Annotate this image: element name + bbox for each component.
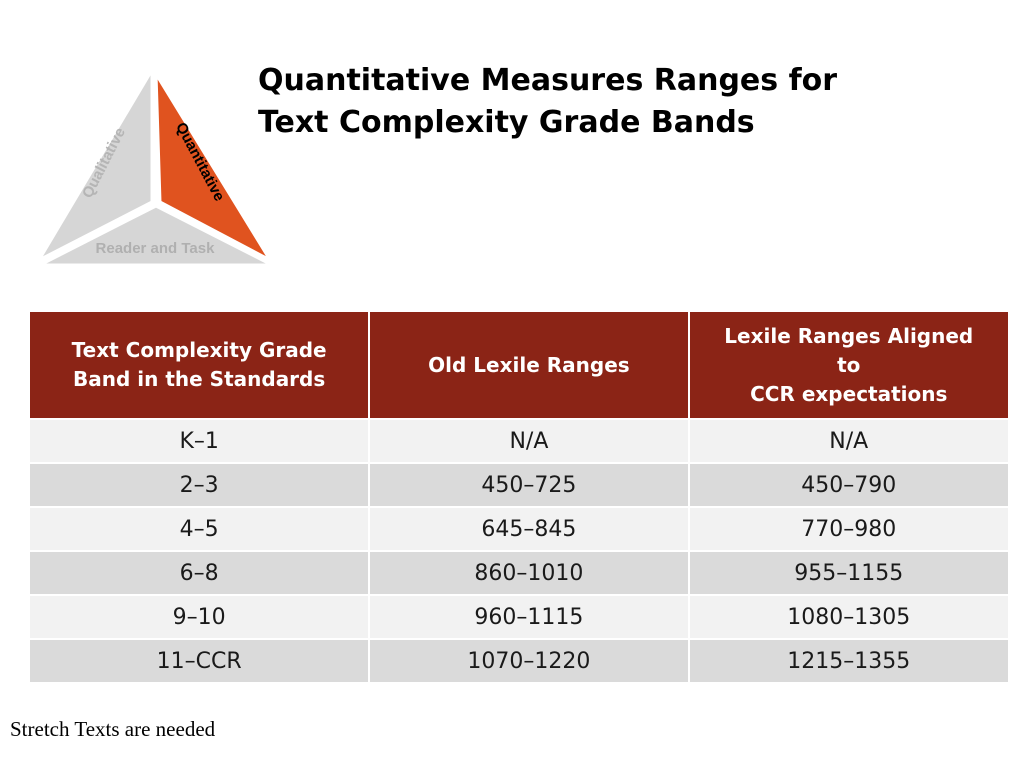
ccr-lexile-cell: 1080–1305: [687, 594, 1011, 640]
page-title: Quantitative Measures Ranges for Text Co…: [258, 60, 998, 144]
triangle-logo-graphic: Qualitative Quantitative Reader and Task: [35, 64, 275, 267]
lexile-ranges-table: Text Complexity Grade Band in the Standa…: [27, 310, 1011, 684]
grade-band-cell: 11–CCR: [27, 638, 371, 684]
header-old-lexile: Old Lexile Ranges: [368, 310, 690, 420]
table-row: 9–10 960–1115 1080–1305: [27, 594, 1011, 640]
old-lexile-cell: 450–725: [368, 462, 690, 508]
old-lexile-cell: 1070–1220: [368, 638, 690, 684]
old-lexile-cell: 960–1115: [368, 594, 690, 640]
title-line-2: Text Complexity Grade Bands: [258, 105, 755, 140]
ccr-lexile-cell: 1215–1355: [687, 638, 1011, 684]
table-row: 6–8 860–1010 955–1155: [27, 550, 1011, 596]
old-lexile-cell: 860–1010: [368, 550, 690, 596]
header-grade-band: Text Complexity Grade Band in the Standa…: [27, 310, 371, 420]
quantitative-segment: [154, 68, 275, 264]
grade-band-cell: 6–8: [27, 550, 371, 596]
table-row: 4–5 645–845 770–980: [27, 506, 1011, 552]
footnote-stretch-texts: Stretch Texts are needed: [10, 717, 216, 741]
grade-band-cell: K–1: [27, 418, 371, 464]
reader-and-task-segment: [39, 204, 273, 267]
grade-band-cell: 9–10: [27, 594, 371, 640]
text-complexity-triangle-logo: Qualitative Quantitative Reader and Task: [28, 60, 278, 270]
grade-band-cell: 4–5: [27, 506, 371, 552]
table-row: K–1 N/A N/A: [27, 418, 1011, 464]
table-row: 11–CCR 1070–1220 1215–1355: [27, 638, 1011, 684]
title-line-1: Quantitative Measures Ranges for: [258, 63, 838, 98]
table-row: 2–3 450–725 450–790: [27, 462, 1011, 508]
ccr-lexile-cell: 955–1155: [687, 550, 1011, 596]
ccr-lexile-cell: 770–980: [687, 506, 1011, 552]
header-ccr-lexile: Lexile Ranges Aligned to CCR expectation…: [687, 310, 1011, 420]
old-lexile-cell: N/A: [368, 418, 690, 464]
ccr-lexile-cell: N/A: [687, 418, 1011, 464]
reader-and-task-label: Reader and Task: [96, 240, 216, 257]
old-lexile-cell: 645–845: [368, 506, 690, 552]
qualitative-segment: [35, 64, 154, 264]
grade-band-cell: 2–3: [27, 462, 371, 508]
ccr-lexile-cell: 450–790: [687, 462, 1011, 508]
table-header-row: Text Complexity Grade Band in the Standa…: [27, 310, 1011, 420]
